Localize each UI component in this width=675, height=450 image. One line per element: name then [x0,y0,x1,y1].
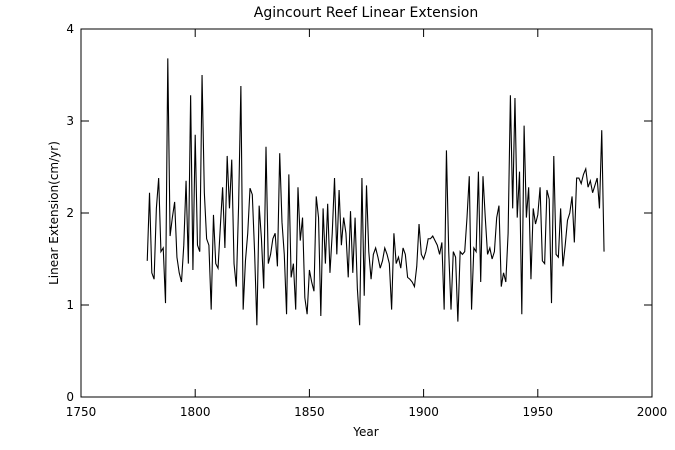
x-tick-label: 2000 [637,405,668,419]
x-tick-label: 1750 [66,405,97,419]
y-tick-label: 3 [66,114,74,128]
y-tick-label: 4 [66,22,74,36]
x-tick-label: 1950 [523,405,554,419]
series-line [146,58,605,326]
y-tick-label: 1 [66,298,74,312]
x-axis-label: Year [352,425,378,439]
x-tick-label: 1850 [294,405,325,419]
y-tick-label: 2 [66,206,74,220]
x-tick-label: 1800 [180,405,211,419]
x-axis: 1750 1800 1850 1900 1950 2000 [66,29,668,419]
y-tick-label: 0 [66,390,74,404]
y-axis-label: Linear Extension(cm/yr) [47,141,61,285]
chart-title: Agincourt Reef Linear Extension [254,5,478,21]
y-axis: 0 1 2 3 4 [66,22,652,404]
x-tick-label: 1900 [408,405,439,419]
